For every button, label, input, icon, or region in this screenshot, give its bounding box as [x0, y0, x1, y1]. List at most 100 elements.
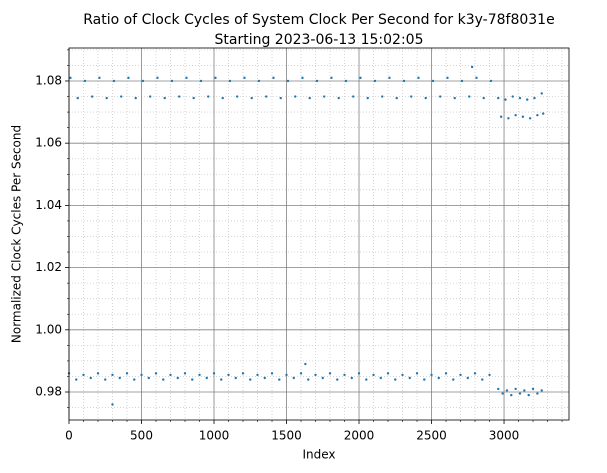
point	[321, 376, 324, 380]
point	[278, 378, 281, 381]
point	[510, 393, 513, 397]
point	[176, 376, 179, 380]
plot-frame	[68, 47, 570, 421]
point	[111, 373, 114, 377]
y-tick-label: 1.08	[35, 73, 62, 87]
x-tick-label: 1000	[199, 429, 230, 443]
point	[541, 112, 545, 115]
point	[185, 76, 188, 80]
x-tick-label: 2500	[416, 429, 447, 443]
point	[460, 79, 464, 83]
point	[91, 95, 94, 98]
x-tick-label: 2000	[344, 429, 375, 443]
point	[527, 393, 530, 397]
point	[523, 389, 526, 392]
point	[381, 95, 384, 98]
point	[488, 373, 491, 377]
point	[307, 378, 310, 381]
point	[263, 376, 266, 380]
point	[431, 79, 435, 83]
point	[265, 95, 268, 98]
point	[286, 79, 290, 83]
point	[497, 96, 500, 100]
point	[192, 96, 195, 100]
point	[89, 376, 92, 380]
point	[446, 76, 449, 80]
point	[69, 76, 72, 80]
point	[395, 96, 398, 100]
x-tick-label: 3000	[489, 429, 520, 443]
point	[365, 378, 368, 381]
point	[207, 95, 210, 98]
point	[243, 76, 246, 80]
point	[199, 79, 203, 83]
point	[83, 79, 87, 83]
point	[154, 372, 158, 375]
point	[357, 372, 361, 375]
y-tick-label: 1.06	[35, 136, 62, 150]
point	[482, 96, 485, 100]
point	[212, 372, 216, 375]
point	[423, 378, 426, 381]
point	[294, 95, 297, 98]
point	[470, 65, 474, 69]
point	[147, 376, 150, 380]
point	[205, 376, 208, 380]
point	[241, 372, 245, 375]
point	[401, 373, 404, 377]
point	[133, 378, 136, 381]
point	[344, 79, 348, 83]
point	[415, 372, 419, 375]
point	[518, 392, 522, 395]
point	[301, 76, 304, 80]
point	[336, 378, 339, 381]
point	[379, 376, 382, 380]
point	[497, 387, 500, 391]
point	[459, 373, 462, 377]
point	[111, 403, 114, 406]
point	[236, 95, 239, 98]
x-tick-label: 0	[65, 429, 73, 443]
y-tick-label: 1.02	[35, 260, 62, 274]
x-tick-label: 1500	[271, 429, 302, 443]
chart-subtitle: Starting 2023-06-13 15:02:05	[215, 32, 424, 48]
point	[514, 387, 517, 391]
point	[76, 96, 79, 100]
point	[372, 373, 375, 377]
y-tick-label: 0.98	[35, 385, 62, 399]
x-tick-label: 500	[130, 429, 153, 443]
point	[373, 79, 377, 83]
point	[105, 96, 108, 100]
point	[528, 117, 532, 120]
point	[257, 79, 261, 83]
point	[350, 376, 353, 380]
y-axis-label: Normalized Clock Cycles Per Second	[10, 125, 24, 343]
point	[511, 95, 514, 98]
point	[178, 95, 181, 98]
point	[96, 372, 100, 375]
point	[162, 378, 165, 381]
point	[118, 376, 121, 380]
point	[279, 96, 282, 100]
point	[388, 76, 391, 80]
point	[228, 79, 232, 83]
point	[439, 95, 442, 98]
point	[149, 95, 152, 98]
y-tick-label: 1.04	[35, 198, 62, 212]
x-axis-label: Index	[302, 448, 335, 462]
point	[540, 92, 543, 95]
point	[234, 376, 237, 380]
point	[270, 372, 274, 375]
point	[112, 79, 116, 83]
point	[386, 372, 390, 375]
point	[125, 372, 129, 375]
point	[285, 373, 288, 377]
point	[308, 96, 311, 100]
point	[330, 76, 333, 80]
point	[507, 117, 510, 120]
point	[366, 96, 369, 100]
point	[473, 372, 477, 375]
point	[424, 96, 427, 100]
point	[183, 372, 187, 375]
